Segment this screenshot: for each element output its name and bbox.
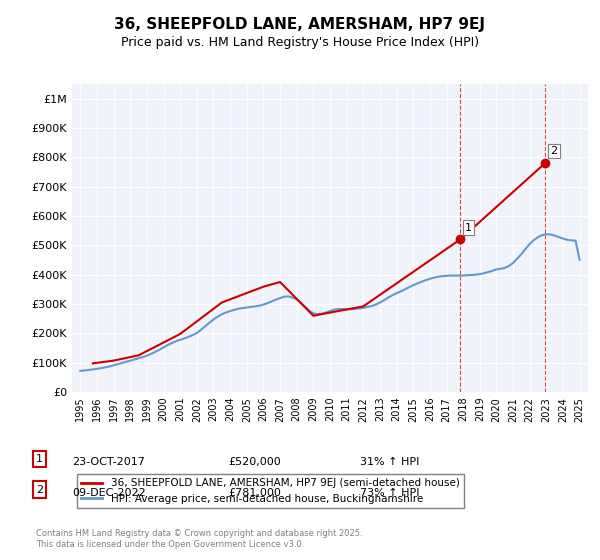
Text: £520,000: £520,000 — [228, 457, 281, 467]
Text: 1: 1 — [465, 223, 472, 232]
Text: 2: 2 — [550, 146, 557, 156]
Text: £781,000: £781,000 — [228, 488, 281, 498]
Text: 2: 2 — [36, 485, 43, 495]
Text: 1: 1 — [36, 454, 43, 464]
Text: Price paid vs. HM Land Registry's House Price Index (HPI): Price paid vs. HM Land Registry's House … — [121, 36, 479, 49]
Text: 09-DEC-2022: 09-DEC-2022 — [72, 488, 146, 498]
Text: Contains HM Land Registry data © Crown copyright and database right 2025.
This d: Contains HM Land Registry data © Crown c… — [36, 529, 362, 549]
Text: 36, SHEEPFOLD LANE, AMERSHAM, HP7 9EJ: 36, SHEEPFOLD LANE, AMERSHAM, HP7 9EJ — [115, 17, 485, 32]
Text: 31% ↑ HPI: 31% ↑ HPI — [360, 457, 419, 467]
Text: 23-OCT-2017: 23-OCT-2017 — [72, 457, 145, 467]
Text: 73% ↑ HPI: 73% ↑ HPI — [360, 488, 419, 498]
Legend: 36, SHEEPFOLD LANE, AMERSHAM, HP7 9EJ (semi-detached house), HPI: Average price,: 36, SHEEPFOLD LANE, AMERSHAM, HP7 9EJ (s… — [77, 474, 464, 508]
